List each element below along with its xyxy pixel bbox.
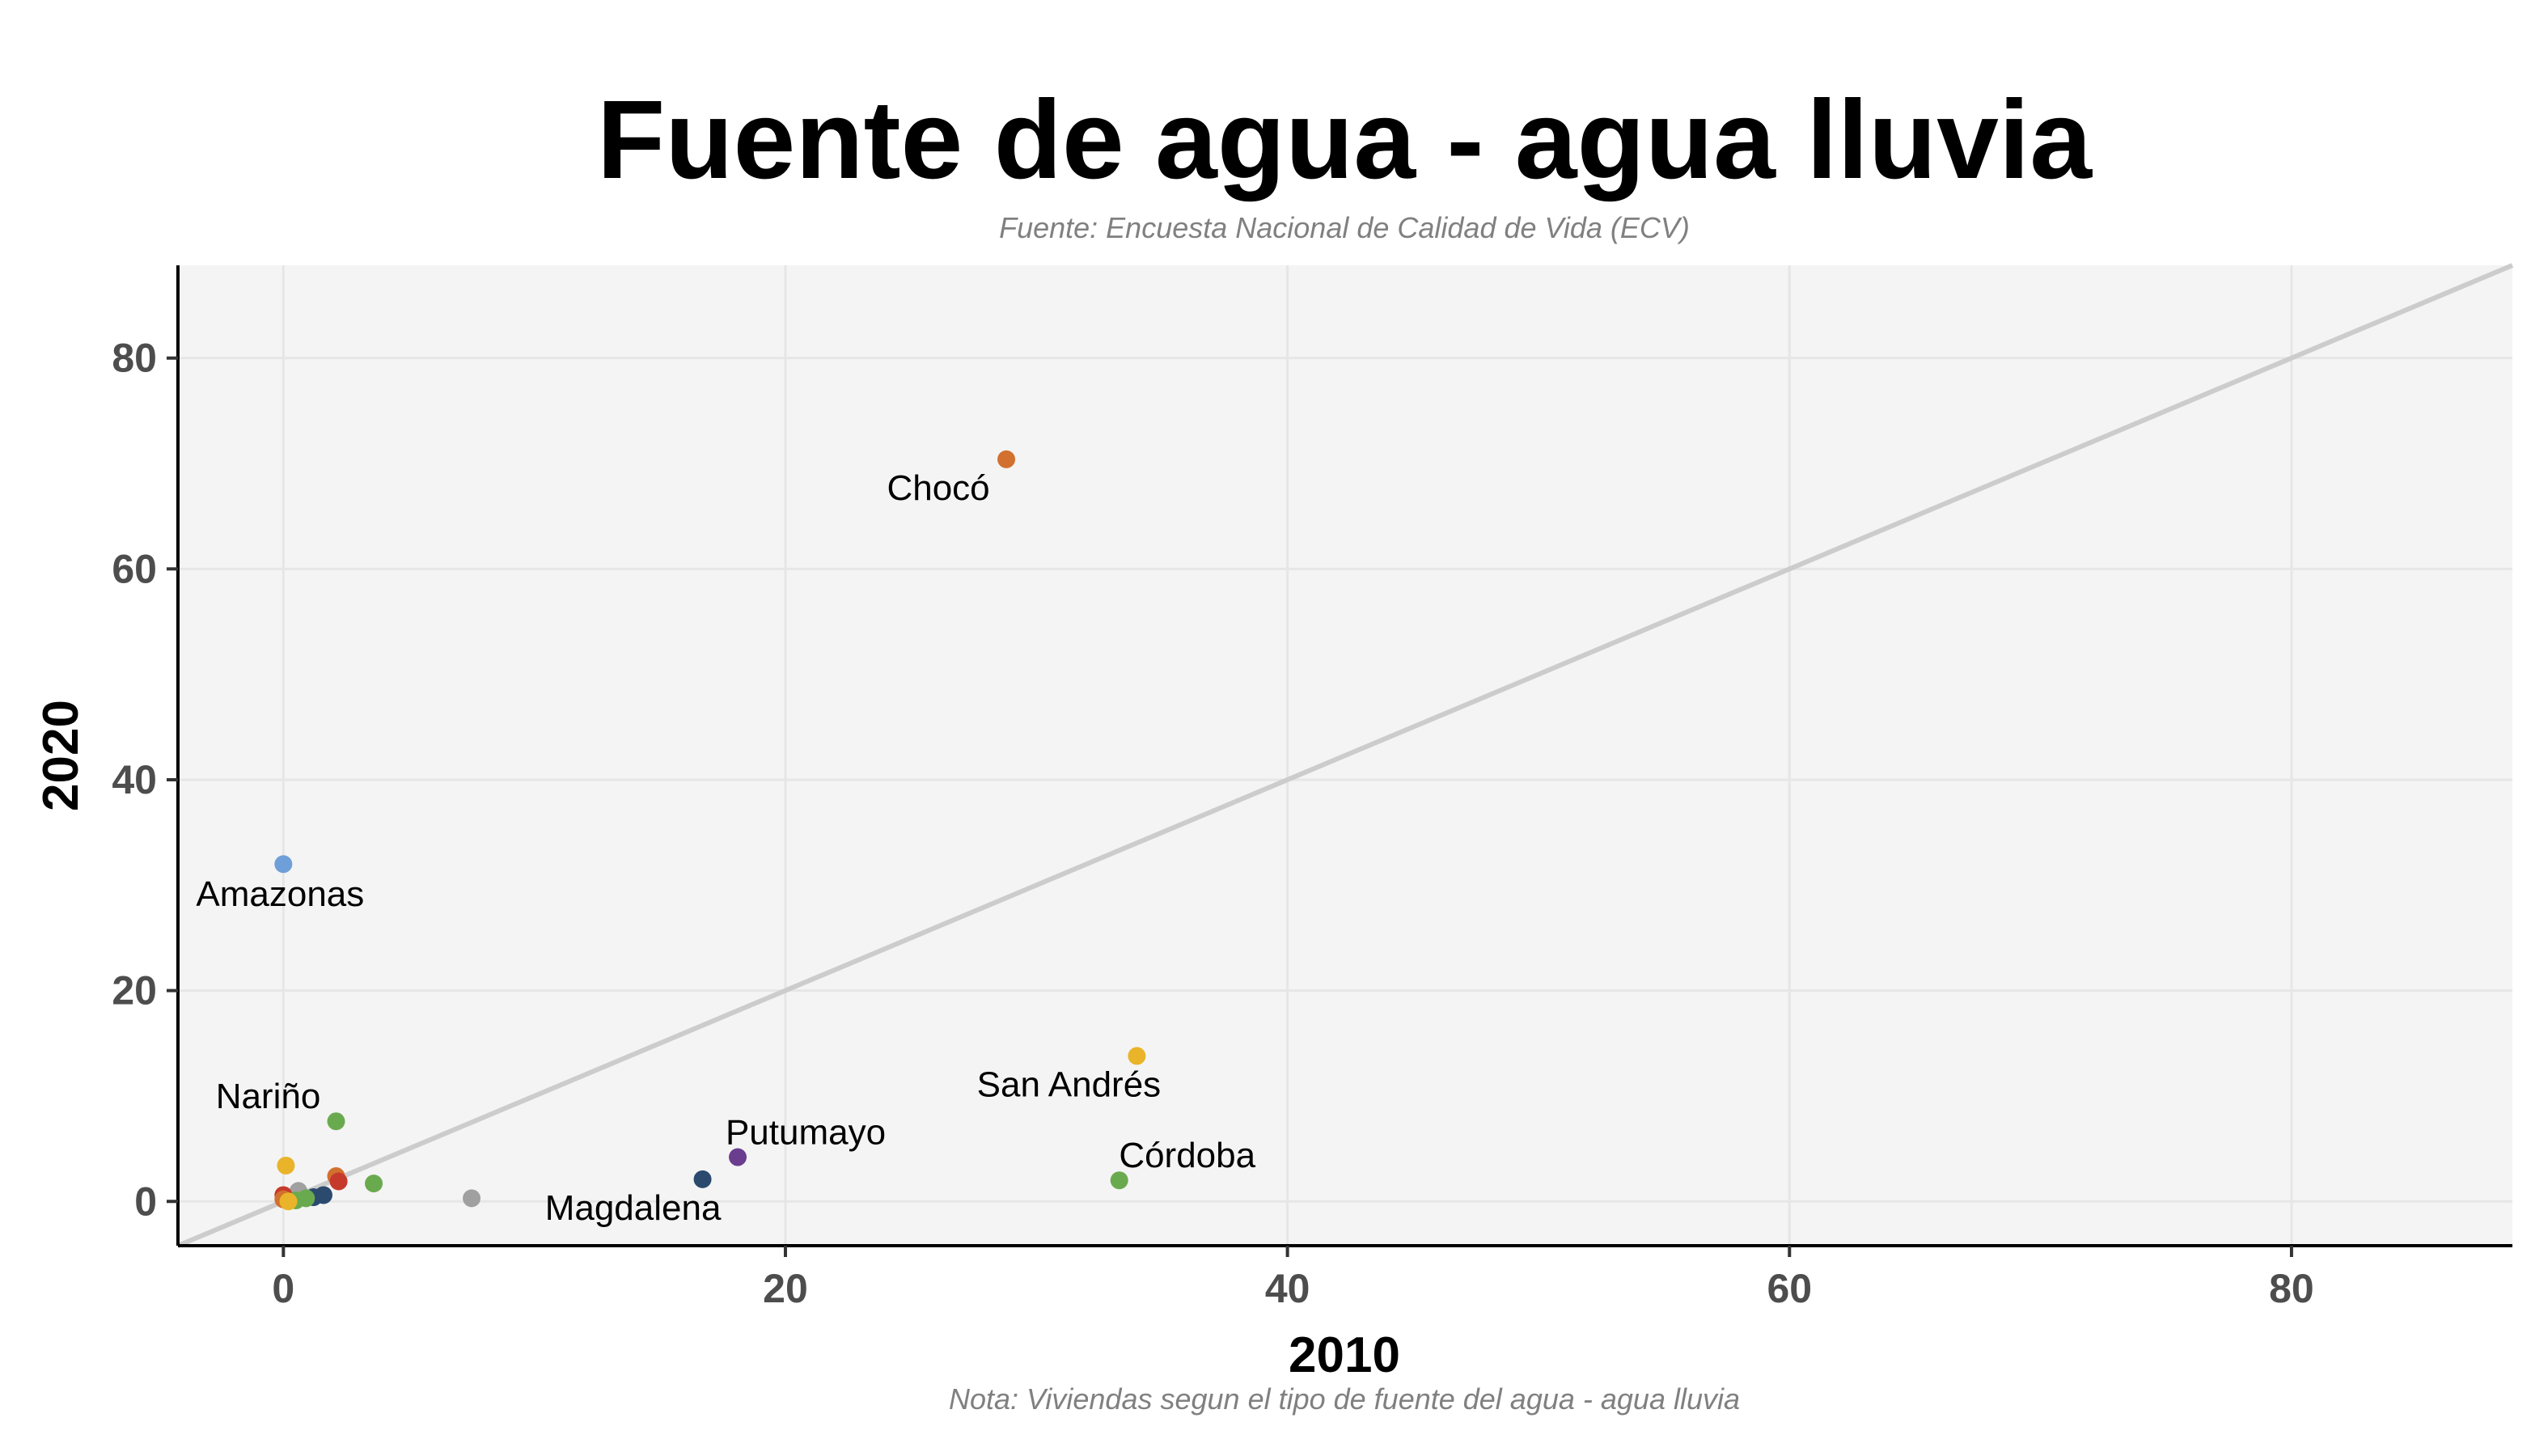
point-label-3: Córdoba [1119, 1136, 1255, 1175]
point-label-5: Magdalena [545, 1188, 722, 1228]
y-tick-label-2: 40 [112, 757, 157, 802]
y-tick-label-1: 20 [112, 968, 157, 1014]
x-tick-label-2: 40 [1265, 1266, 1310, 1311]
y-ticks: 0 20 40 60 80 [112, 336, 178, 1224]
data-point-1 [274, 855, 293, 874]
data-point-3 [1110, 1171, 1128, 1190]
data-point-2 [1128, 1047, 1146, 1065]
grid-lines [178, 265, 2512, 1246]
x-tick-label-1: 20 [763, 1266, 808, 1311]
data-point-11 [463, 1189, 481, 1208]
data-point-10 [365, 1175, 383, 1193]
chart-caption: Nota: Viviendas segun el tipo de fuente … [949, 1382, 1740, 1416]
point-label-2: San Andrés [977, 1064, 1162, 1104]
chart-subtitle: Fuente: Encuesta Nacional de Calidad de … [999, 211, 1690, 244]
data-point-0 [997, 450, 1016, 468]
data-point-4 [729, 1148, 747, 1166]
x-tick-label-4: 80 [2269, 1266, 2314, 1311]
data-point-5 [693, 1170, 712, 1188]
point-label-0: Chocó [887, 468, 989, 508]
y-tick-label-0: 0 [134, 1179, 157, 1224]
points-layer [274, 450, 1146, 1211]
chart-title: Fuente de agua - agua lluvia [597, 78, 2093, 202]
data-point-6 [327, 1112, 345, 1131]
x-tick-label-0: 0 [272, 1266, 294, 1311]
x-tick-label-3: 60 [1767, 1266, 1812, 1311]
y-axis-title: 2020 [33, 700, 89, 811]
data-point-9 [329, 1172, 348, 1191]
x-axis-title: 2010 [1289, 1327, 1400, 1383]
data-point-7 [277, 1156, 295, 1175]
point-label-4: Putumayo [726, 1113, 886, 1153]
point-labels-layer: Chocó Amazonas San Andrés Córdoba PutumayoMa… [196, 468, 1255, 1228]
x-ticks: 0 20 40 60 80 [272, 1246, 2314, 1311]
point-label-6: Nariño [216, 1077, 321, 1116]
y-tick-label-3: 60 [112, 546, 157, 591]
point-label-1: Amazonas [196, 874, 364, 914]
data-point-19 [279, 1192, 298, 1211]
reference-line [176, 263, 2514, 1248]
y-tick-label-4: 80 [112, 336, 157, 381]
